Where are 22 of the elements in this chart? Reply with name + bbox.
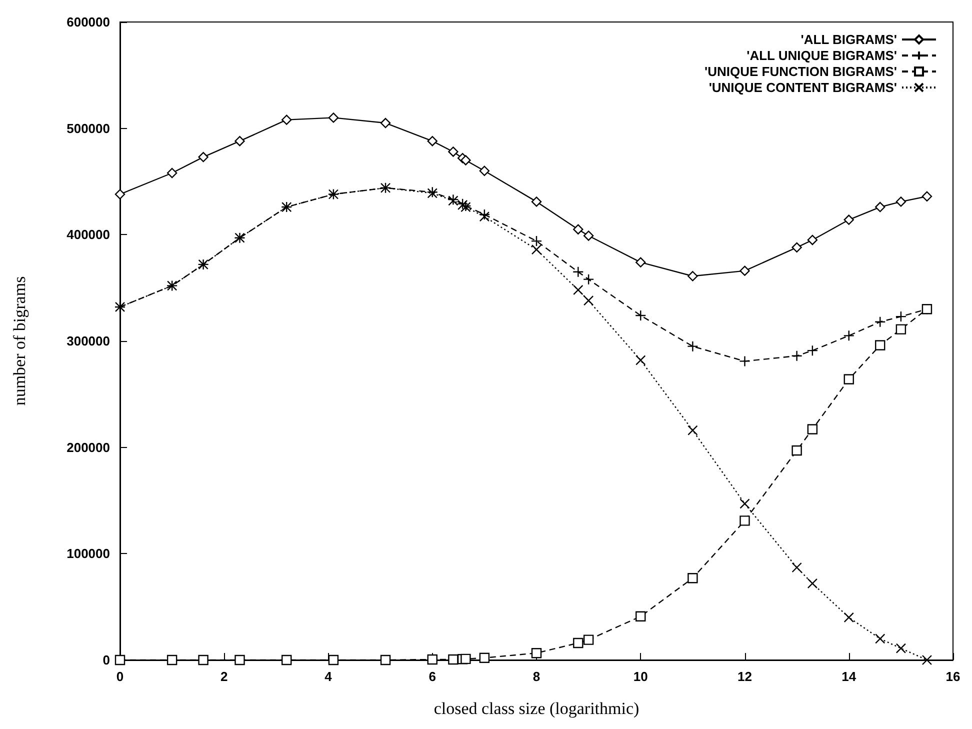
x-tick-label: 12 xyxy=(738,669,752,684)
x-tick-label: 14 xyxy=(842,669,857,684)
y-tick-label: 100000 xyxy=(66,546,110,562)
y-axis-title: number of bigrams xyxy=(10,276,29,406)
legend-label: 'ALL BIGRAMS' xyxy=(800,32,897,47)
x-tick-label: 16 xyxy=(946,669,960,684)
y-tick-label: 500000 xyxy=(66,120,110,136)
x-tick-label: 2 xyxy=(220,669,228,684)
x-tick-label: 4 xyxy=(324,669,333,684)
legend-label: 'UNIQUE CONTENT BIGRAMS' xyxy=(708,80,897,95)
y-tick-label: 400000 xyxy=(66,227,110,242)
x-tick-label: 8 xyxy=(532,669,540,684)
y-tick-label: 0 xyxy=(102,652,110,668)
x-axis-title: closed class size (logarithmic) xyxy=(434,699,640,718)
y-tick-label: 600000 xyxy=(66,14,110,30)
y-tick-label: 300000 xyxy=(66,334,110,348)
x-tick-label: 0 xyxy=(116,669,124,684)
x-tick-label: 6 xyxy=(428,669,436,684)
y-tick-label: 200000 xyxy=(66,440,110,455)
x-tick-label: 10 xyxy=(633,669,648,684)
legend-label: 'ALL UNIQUE BIGRAMS' xyxy=(746,48,897,63)
legend-label: 'UNIQUE FUNCTION BIGRAMS' xyxy=(704,64,897,79)
